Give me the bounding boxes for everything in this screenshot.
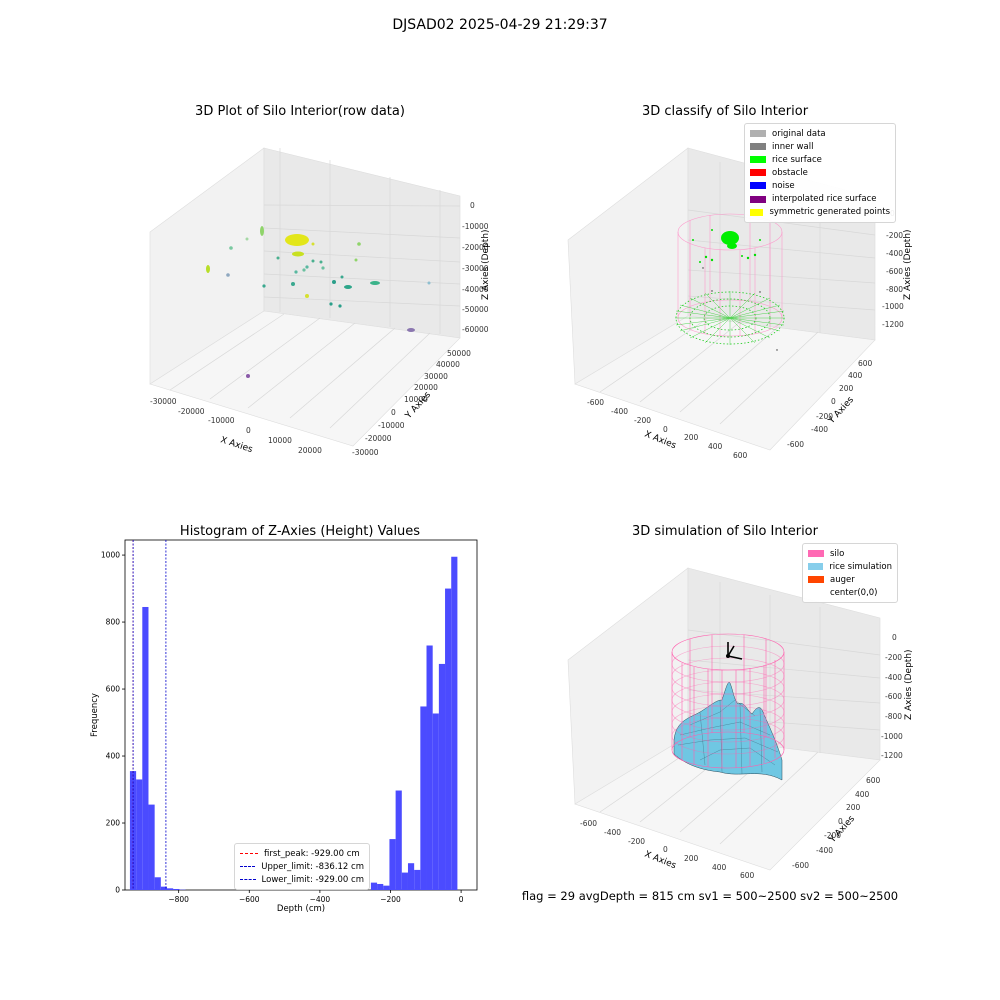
raw-z-tick: -50000: [462, 305, 489, 314]
classify-plot-title: 3D classify of Silo Interior: [641, 104, 809, 119]
legend-entry: center(0,0): [808, 586, 892, 599]
legend-entry: first_peak: -929.00 cm: [240, 847, 364, 860]
raw-z-tick: 0: [470, 201, 475, 210]
raw-scatter-points: [206, 226, 431, 378]
raw-z-tick: -10000: [462, 222, 489, 231]
legend-entry: symmetric generated points: [750, 206, 890, 219]
legend-swatch: [808, 563, 824, 571]
legend-swatch: [750, 143, 766, 151]
legend-label: obstacle: [772, 167, 808, 178]
raw-y-tick: 40000: [436, 360, 460, 369]
raw-y-tick: 0: [391, 408, 396, 417]
legend-swatch: [750, 208, 764, 216]
legend-swatch: [808, 550, 824, 558]
histogram-legend: first_peak: -929.00 cm Upper_limit: -836.…: [234, 843, 370, 891]
legend-swatch: [750, 156, 766, 164]
legend-entry: inner wall: [750, 140, 890, 153]
legend-swatch: [750, 195, 766, 203]
simulation-plot-title: 3D simulation of Silo Interior: [632, 524, 818, 539]
status-footer: flag = 29 avgDepth = 815 cm sv1 = 500~25…: [521, 889, 899, 903]
legend-entry: obstacle: [750, 166, 890, 179]
raw-y-tick: 50000: [447, 349, 471, 358]
legend-entry: Lower_limit: -929.00 cm: [240, 873, 364, 886]
simulation-legend: silo rice simulation auger center(0,0): [802, 543, 898, 604]
legend-entry: silo: [808, 547, 892, 560]
legend-label: first_peak: -929.00 cm: [264, 848, 360, 859]
classify-legend: original data inner wall rice surface obsta…: [744, 123, 896, 223]
raw-z-tick: -30000: [462, 264, 489, 273]
legend-swatch: [750, 169, 766, 177]
legend-label: inner wall: [772, 141, 814, 152]
legend-label: center(0,0): [830, 587, 878, 598]
legend-swatch: [750, 182, 766, 190]
raw-y-tick: -30000: [352, 448, 379, 457]
raw-y-tick: 10000: [404, 395, 428, 404]
legend-entry: interpolated rice surface: [750, 192, 890, 205]
raw-x-tick: -20000: [178, 407, 205, 416]
legend-label: rice surface: [772, 154, 822, 165]
legend-label: Upper_limit: -836.12 cm: [261, 861, 364, 872]
legend-entry: rice simulation: [808, 560, 892, 573]
raw-y-tick: 30000: [424, 372, 448, 381]
legend-swatch: [240, 866, 256, 868]
legend-label: rice simulation: [829, 561, 892, 572]
histogram-title: Histogram of Z-Axies (Height) Values: [179, 524, 421, 539]
raw-x-tick: 20000: [298, 446, 322, 455]
legend-swatch: [240, 879, 256, 881]
raw-z-tick: -60000: [462, 325, 489, 334]
raw-y-tick: 20000: [414, 383, 438, 392]
legend-swatch: [750, 130, 766, 138]
legend-swatch: [240, 853, 258, 855]
raw-plot-title: 3D Plot of Silo Interior(row data): [195, 104, 405, 119]
figure-title: DJSAD02 2025-04-29 21:29:37: [392, 17, 608, 33]
raw-y-tick: -10000: [378, 421, 405, 430]
legend-entry: rice surface: [750, 153, 890, 166]
legend-label: Lower_limit: -929.00 cm: [261, 874, 364, 885]
legend-label: silo: [830, 548, 845, 559]
raw-z-tick: -40000: [462, 285, 489, 294]
legend-swatch: [808, 589, 824, 597]
raw-x-tick: -30000: [150, 397, 177, 406]
legend-label: original data: [772, 128, 826, 139]
raw-x-label: X Axies: [219, 435, 254, 455]
legend-swatch: [808, 576, 824, 584]
raw-x-tick: -10000: [208, 416, 235, 425]
legend-label: interpolated rice surface: [772, 194, 877, 205]
legend-entry: Upper_limit: -836.12 cm: [240, 860, 364, 873]
raw-z-tick: -20000: [462, 243, 489, 252]
raw-z-label: Z Axies (Depth): [481, 229, 491, 300]
raw-y-tick: -20000: [365, 434, 392, 443]
raw-x-tick: 0: [246, 426, 251, 435]
raw-x-tick: 10000: [268, 436, 292, 445]
legend-label: auger: [830, 574, 855, 585]
legend-label: symmetric generated points: [769, 207, 890, 218]
legend-label: noise: [772, 180, 795, 191]
legend-entry: auger: [808, 573, 892, 586]
legend-entry: noise: [750, 179, 890, 192]
legend-entry: original data: [750, 127, 890, 140]
